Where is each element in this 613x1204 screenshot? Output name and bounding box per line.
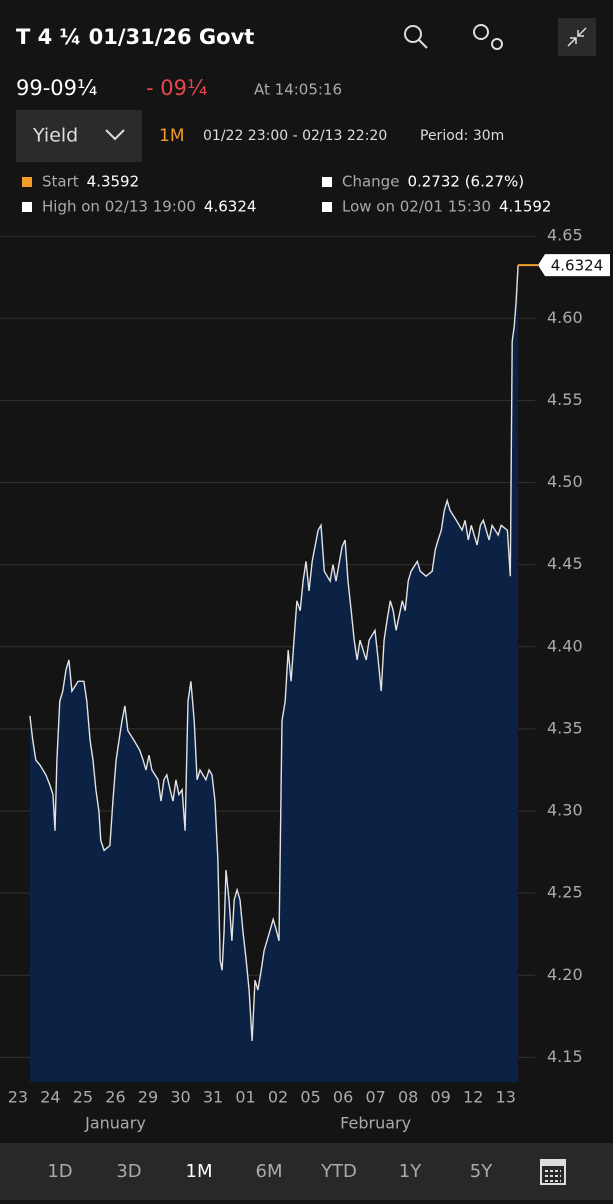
price-change: - 09¼: [146, 76, 207, 100]
x-tick-label: 13: [496, 1088, 516, 1107]
stat-label: Start: [42, 173, 79, 191]
area: [29, 265, 519, 1083]
y-tick-label: 4.20: [547, 965, 583, 984]
stat-value: 4.3592: [87, 173, 140, 191]
tab[interactable]: 5Y: [470, 1161, 493, 1182]
date-range: 01/22 23:00 - 02/13 22:20: [203, 128, 387, 144]
stat-value: 0.2732 (6.27%): [407, 173, 524, 191]
stat-label: Low on 02/01 15:30: [342, 198, 491, 216]
title: T 4 ¼ 01/31/26 Govt: [16, 25, 254, 49]
y-tick-label: 4.45: [547, 554, 583, 573]
x-tick-label: 24: [40, 1088, 60, 1107]
search-icon[interactable]: [404, 25, 428, 49]
stat-marker: [22, 177, 32, 187]
month-label: February: [340, 1114, 411, 1133]
y-tick-label: 4.25: [547, 883, 583, 902]
dropdown[interactable]: Yield: [16, 110, 142, 162]
price: 99-09¼: [16, 76, 97, 100]
x-tick-label: 31: [203, 1088, 223, 1107]
tab[interactable]: 1D: [47, 1161, 72, 1182]
x-tick-label: 30: [170, 1088, 190, 1107]
collapse-button[interactable]: [558, 18, 596, 56]
x-tick-label: 02: [268, 1088, 288, 1107]
tab[interactable]: 1M: [186, 1161, 213, 1182]
stat-marker: [322, 177, 332, 187]
tab[interactable]: 6M: [256, 1161, 283, 1182]
stat-value: 4.1592: [499, 198, 552, 216]
y-tick-label: 4.50: [547, 472, 583, 491]
x-tick-label: 07: [365, 1088, 385, 1107]
y-tick-label: 4.30: [547, 801, 583, 820]
x-tick-label: 26: [105, 1088, 125, 1107]
settings-icon[interactable]: [473, 24, 503, 50]
tab[interactable]: YTD: [320, 1161, 357, 1182]
y-tick-label: 4.15: [547, 1047, 583, 1066]
stat-label: Change: [342, 173, 399, 191]
x-tick-label: 25: [73, 1088, 93, 1107]
line: [29, 265, 519, 1041]
stat-value: 4.6324: [204, 198, 257, 216]
period: Period: 30m: [420, 128, 504, 144]
tab-bar: [0, 1143, 613, 1200]
calendar-icon[interactable]: [540, 1159, 566, 1185]
x-tick-label: 29: [138, 1088, 158, 1107]
x-tick-label: 01: [235, 1088, 255, 1107]
stat-label: High on 02/13 19:00: [42, 198, 196, 216]
x-tick-label: 23: [8, 1088, 28, 1107]
last-value-tag: [538, 254, 610, 277]
stat-marker: [22, 202, 32, 212]
y-tick-label: 4.60: [547, 308, 583, 327]
tab[interactable]: 1Y: [399, 1161, 422, 1182]
range: 1M: [159, 126, 184, 146]
x-tick-label: 08: [398, 1088, 418, 1107]
x-tick-label: 12: [463, 1088, 483, 1107]
dropdown-label: Yield: [32, 125, 78, 147]
x-tick-label: 05: [300, 1088, 320, 1107]
x-tick-label: 06: [333, 1088, 353, 1107]
y-tick-label: 4.40: [547, 636, 583, 655]
y-tick-label: 4.55: [547, 390, 583, 409]
last-value-label: 4.6324: [551, 257, 604, 275]
y-tick-label: 4.35: [547, 718, 583, 737]
y-tick-label: 4.65: [547, 226, 583, 245]
tab[interactable]: 3D: [116, 1161, 141, 1182]
stat-marker: [322, 202, 332, 212]
x-tick-label: 09: [431, 1088, 451, 1107]
month-label: January: [84, 1114, 146, 1133]
timestamp: At 14:05:16: [254, 81, 342, 99]
